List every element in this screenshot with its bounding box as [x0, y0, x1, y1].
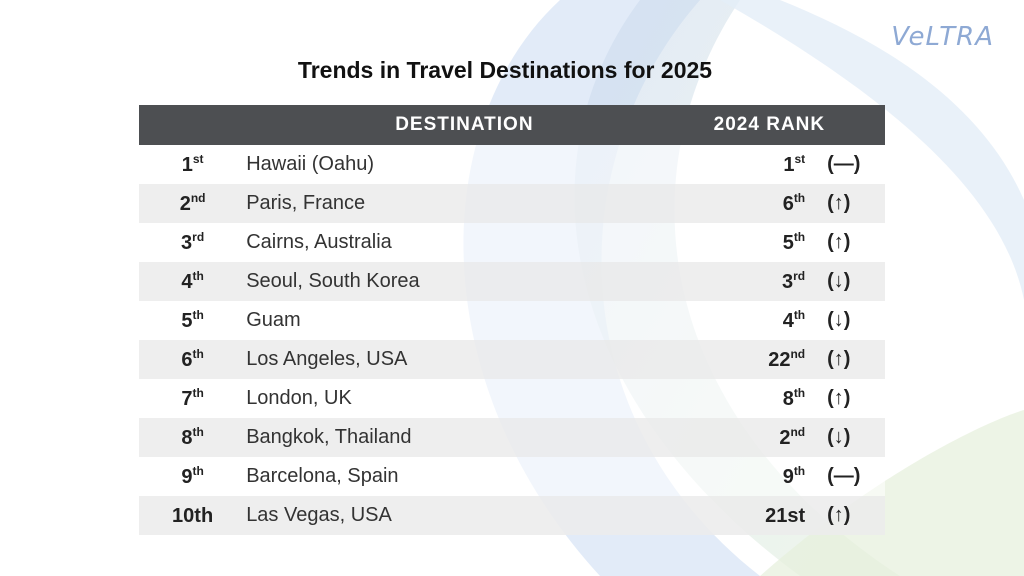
rank-2024: 8th [782, 386, 806, 410]
table-row: 7th London, UK 8th (↑) [139, 379, 885, 418]
veltra-logo: VeLTRA [891, 22, 994, 52]
table-row: 10th Las Vegas, USA 21st (↑) [139, 496, 885, 535]
destination-name: London, UK [246, 387, 352, 409]
rank-change-indicator: (—) [827, 153, 861, 175]
destination-name: Seoul, South Korea [246, 270, 420, 292]
table-row: 3rd Cairns, Australia 5th (↑) [139, 223, 885, 262]
rank-2025: 3rd [181, 230, 205, 254]
rank-change-indicator: (↑) [827, 387, 851, 409]
rank-2025: 5th [181, 308, 204, 332]
table-row: 9th Barcelona, Spain 9th (—) [139, 457, 885, 496]
rank-2024: 9th [782, 464, 806, 488]
rank-2025: 8th [181, 425, 204, 449]
destination-name: Hawaii (Oahu) [246, 153, 375, 175]
table-row: 1st Hawaii (Oahu) 1st (—) [139, 145, 885, 184]
table-row: 4th Seoul, South Korea 3rd (↓) [139, 262, 885, 301]
rank-change-indicator: (↓) [827, 309, 851, 331]
destination-name: Barcelona, Spain [246, 465, 399, 487]
rank-2024: 1st [783, 152, 806, 176]
rank-2025: 2nd [179, 191, 206, 215]
rank-change-indicator: (↓) [827, 426, 851, 448]
rank-change-indicator: (↑) [827, 504, 851, 526]
destination-ranking-table: DESTINATION 2024 RANK 1st Hawaii (Oahu) 1s… [139, 105, 885, 535]
rank-2025: 9th [181, 464, 204, 488]
table-row: 8th Bangkok, Thailand 2nd (↓) [139, 418, 885, 457]
rank-2024: 22nd [768, 347, 806, 371]
rank-2024: 6th [782, 191, 806, 215]
rank-2024-column-header: 2024 RANK [701, 105, 885, 145]
page-title: Trends in Travel Destinations for 2025 [297, 57, 713, 83]
destination-name: Guam [246, 309, 301, 331]
table-row: 5th Guam 4th (↓) [139, 301, 885, 340]
table-row: 2nd Paris, France 6th (↑) [139, 184, 885, 223]
destination-name: Las Vegas, USA [246, 504, 392, 526]
table-header-row: DESTINATION 2024 RANK [139, 105, 885, 145]
rank-change-indicator: (—) [827, 465, 861, 487]
rank-column-header [139, 105, 247, 145]
destination-name: Cairns, Australia [246, 231, 392, 253]
rank-2024: 2nd [779, 425, 806, 449]
rank-2024: 3rd [782, 269, 806, 293]
rank-change-indicator: (↓) [827, 270, 851, 292]
rank-2025: 6th [181, 347, 204, 371]
rank-2025: 4th [181, 269, 204, 293]
destination-name: Bangkok, Thailand [246, 426, 412, 448]
rank-2025: 1st [181, 152, 204, 176]
rank-2024: 21st [765, 505, 806, 527]
rank-change-indicator: (↑) [827, 231, 851, 253]
rank-2024: 4th [782, 308, 806, 332]
destination-name: Paris, France [246, 192, 366, 214]
rank-change-indicator: (↑) [827, 348, 851, 370]
rank-2024: 5th [782, 230, 806, 254]
destination-column-header: DESTINATION [246, 105, 702, 145]
destination-name: Los Angeles, USA [246, 348, 408, 370]
rank-2025: 7th [181, 386, 204, 410]
rank-2025: 10th [172, 505, 214, 527]
rank-change-indicator: (↑) [827, 192, 851, 214]
table-row: 6th Los Angeles, USA 22nd (↑) [139, 340, 885, 379]
